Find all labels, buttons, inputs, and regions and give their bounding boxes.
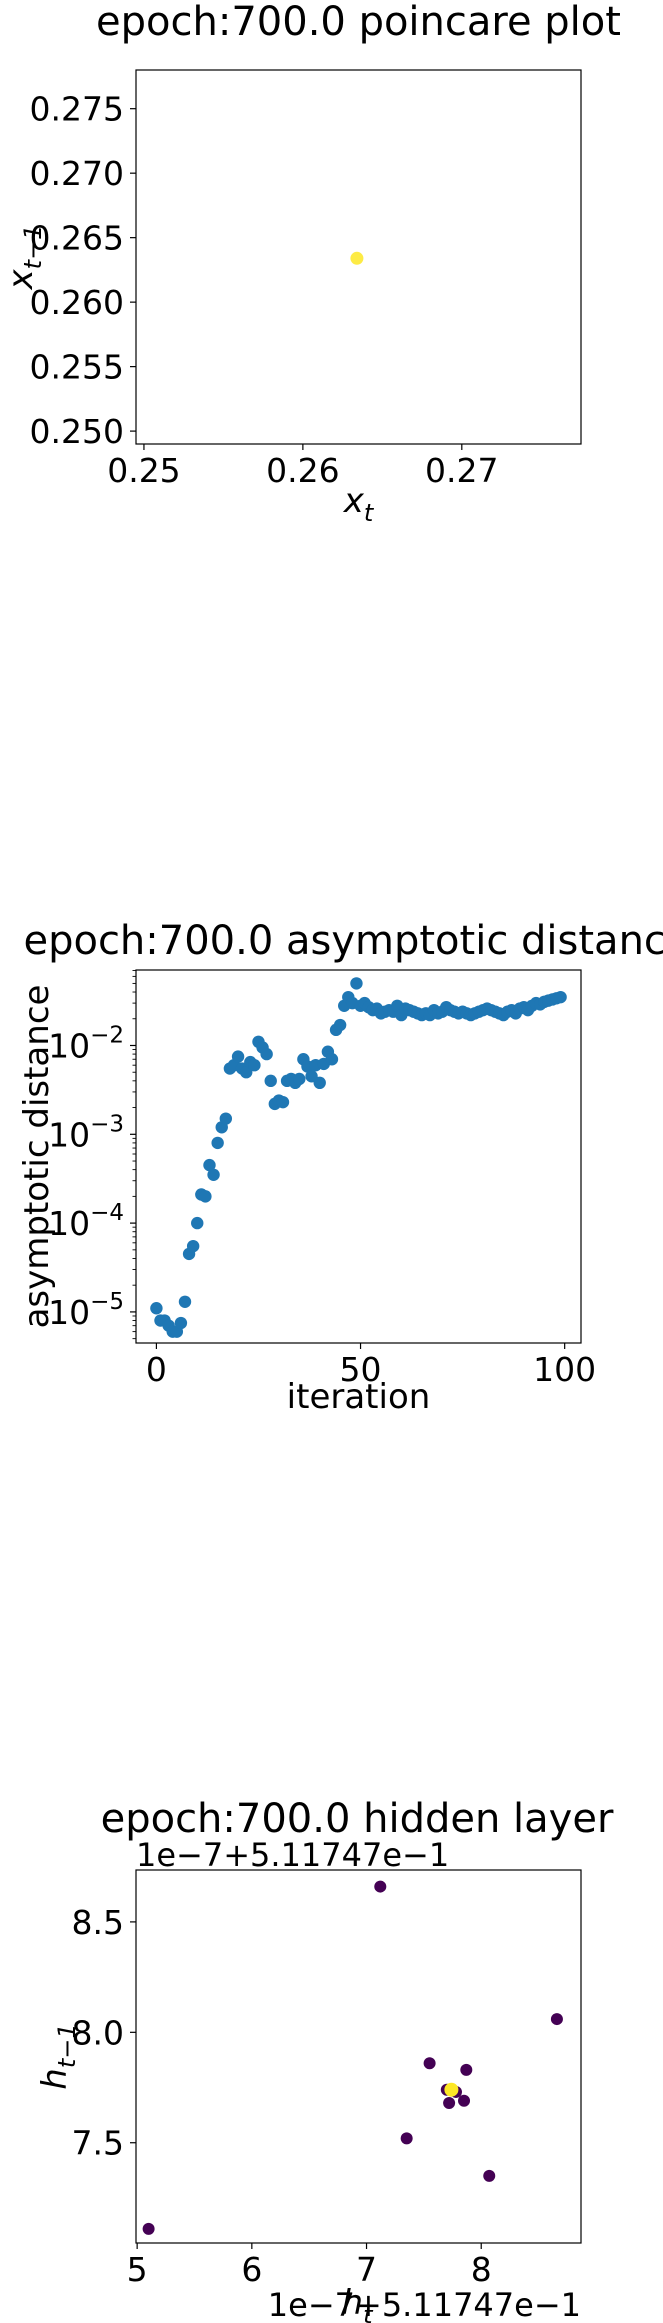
poincare-ytick-label: 0.265 [30,219,124,258]
poincare-ytick-label: 0.270 [30,154,124,193]
poincare-ytick-label: 0.250 [30,412,124,451]
asymptotic-point [260,1047,273,1061]
asymptotic-point [150,1302,163,1315]
hidden-ytick-label: 7.5 [72,2124,124,2163]
asymptotic-title: epoch:700.0 asymptotic distance [23,918,663,964]
hidden-xtick-label: 6 [241,2250,262,2289]
poincare-ylabel: xt−1 [1,225,47,291]
asymptotic-ytick-base: 10 [48,1115,90,1154]
hidden-point [460,2063,473,2076]
hidden-point [443,2096,456,2109]
hidden-point [550,2013,563,2026]
asymptotic-point [325,1053,339,1066]
poincare-xtick-label: 0.27 [425,451,498,490]
hidden-plot-area [135,1869,582,2244]
asymptotic-point [333,1018,347,1032]
poincare-ytick-label: 0.255 [30,348,124,387]
hidden-point [374,1880,387,1893]
asymptotic-point [174,1316,188,1330]
hidden-x-offset: 1e−7+5.11747e−1 [268,2286,581,2323]
hidden-ytick-label: 8.0 [72,2013,124,2052]
asymptotic-plot-area [135,969,582,1344]
asymptotic-ytick-base: 10 [48,1026,90,1065]
asymptotic-point [191,1216,204,1230]
asymptotic-ytick-label: 10−2 [48,1022,124,1065]
poincare-point [350,251,364,265]
asymptotic-ytick-exp: −5 [90,1289,124,1315]
asymptotic-point [186,1239,200,1253]
poincare-xlabel-sub: t [364,499,375,527]
hidden-xtick-label: 8 [471,2250,492,2289]
hidden-title: epoch:700.0 hidden layer [101,1796,614,1842]
hidden-point [483,2169,496,2182]
asymptotic-point [276,1095,290,1109]
asymptotic-point [248,1058,261,1072]
hidden-xlabel: ht [342,2283,375,2323]
hidden-xlabel-sub: t [363,2301,374,2323]
hidden-y-offset: 1e−7+5.11747e−1 [136,1836,449,1874]
asymptotic-point [203,1158,216,1172]
asymptotic-ytick-exp: −3 [90,1111,124,1137]
asymptotic-point [219,1112,233,1125]
asymptotic-point [350,977,363,990]
asymptotic-point [240,1066,253,1079]
asymptotic-xtick-label: 0 [146,1350,167,1389]
poincare-ylabel-main: x [1,268,41,290]
asymptotic-ytick-label: 10−5 [48,1289,124,1332]
hidden-ylabel-sub: t−1 [53,2023,81,2068]
poincare-ylabel-sub: t−1 [19,225,47,270]
asymptotic-ytick-label: 10−4 [48,1200,124,1243]
asymptotic-point [231,1050,245,1063]
hidden-ylabel-main: h [35,2068,75,2090]
poincare-ytick-label: 0.275 [30,90,124,129]
poincare-xtick-label: 0.25 [107,451,180,490]
asymptotic-ytick-base: 10 [48,1293,90,1332]
asymptotic-ytick-exp: −2 [90,1022,124,1048]
poincare-xlabel-main: x [343,481,365,521]
hidden-point [423,2057,436,2070]
asymptotic-point [207,1168,220,1181]
hidden-point [444,2082,459,2097]
hidden-point [458,2094,471,2107]
asymptotic-ylabel: asymptotic distance [17,985,57,1329]
hidden-ylabel: ht−1 [35,2023,81,2089]
asymptotic-xlabel: iteration [287,1377,431,1417]
hidden-xtick-label: 7 [356,2250,377,2289]
asymptotic-point [293,1072,306,1086]
asymptotic-ytick-base: 10 [48,1204,90,1243]
asymptotic-xtick-label: 100 [533,1350,596,1389]
hidden-xtick-label: 5 [127,2250,148,2289]
asymptotic-xtick-label: 50 [340,1350,382,1389]
poincare-plot-area [135,69,582,445]
poincare-xtick-label: 0.26 [266,451,339,490]
hidden-ytick-label: 8.5 [72,1903,124,1942]
poincare-title: epoch:700.0 poincare plot [96,0,621,45]
asymptotic-point [199,1190,212,1203]
asymptotic-point [554,990,567,1004]
asymptotic-point [264,1074,277,1088]
asymptotic-point [178,1295,192,1308]
asymptotic-ytick-label: 10−3 [48,1111,124,1154]
poincare-ytick-label: 0.260 [30,283,124,322]
poincare-xlabel: xt [343,481,375,527]
hidden-xlabel-main: h [342,2283,364,2323]
asymptotic-point [211,1136,224,1150]
hidden-point [400,2132,413,2145]
hidden-point [142,2222,155,2235]
asymptotic-point [313,1076,326,1090]
asymptotic-ytick-exp: −4 [90,1200,124,1226]
